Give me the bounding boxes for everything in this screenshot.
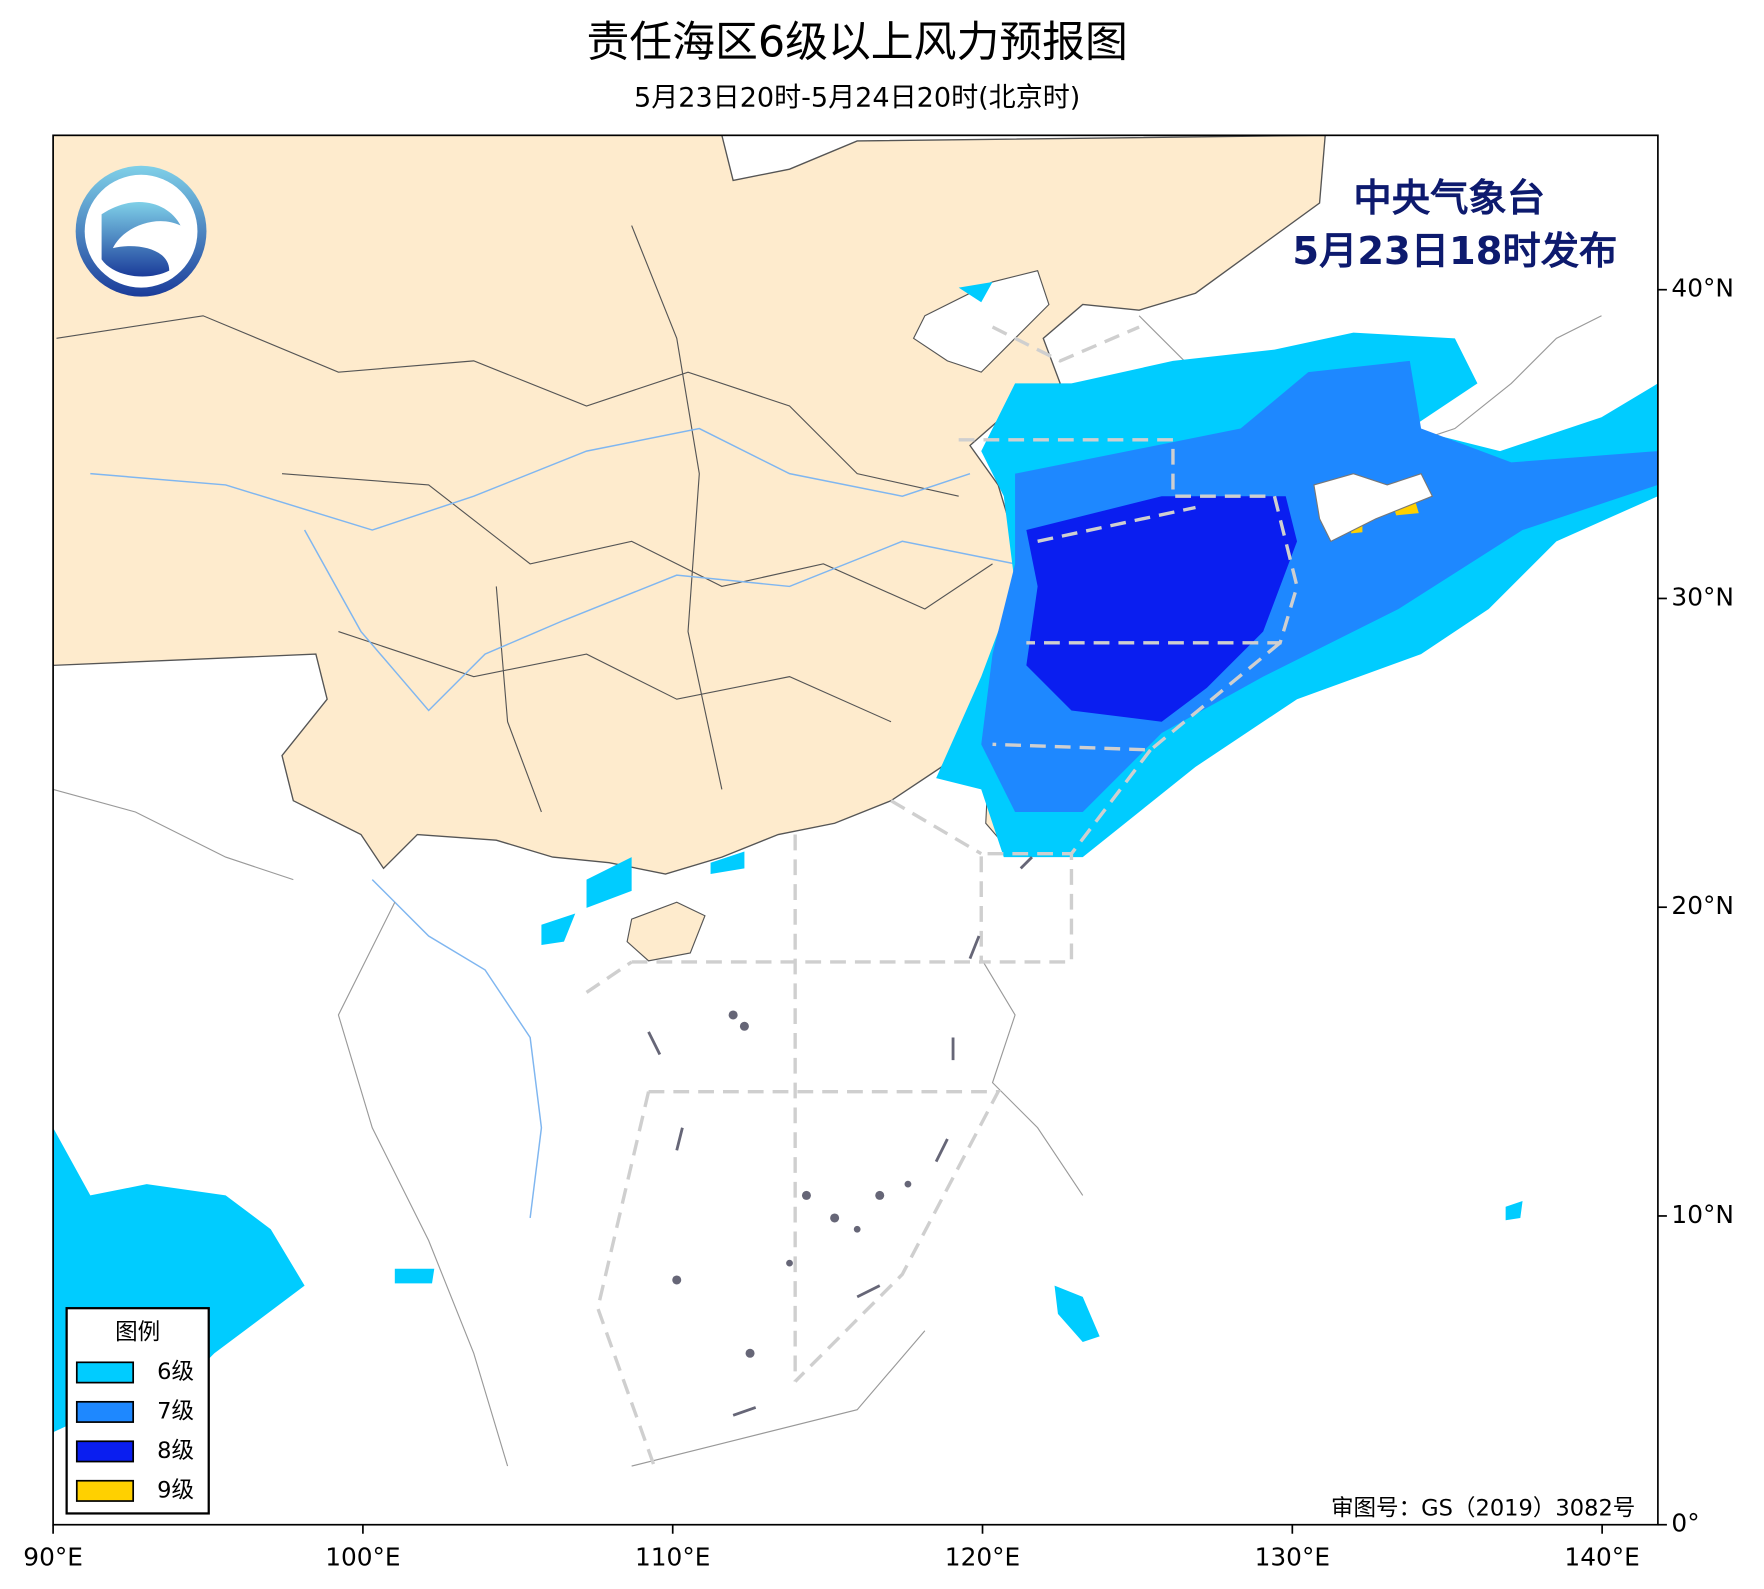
agency: 中央气象台 xyxy=(1353,176,1545,221)
y-tick-label: 20°N xyxy=(1671,891,1734,920)
nine-dash xyxy=(647,856,1033,1417)
x-tick-label: 130°E xyxy=(1255,1543,1330,1572)
legend-swatch xyxy=(75,1479,135,1502)
title: 责任海区6级以上风力预报图 xyxy=(586,18,1127,68)
y-tick-label: 10°N xyxy=(1671,1200,1734,1229)
province-borders xyxy=(56,225,993,813)
subtitle: 5月23日20时-5月24日20时(北京时) xyxy=(634,83,1080,114)
hainan xyxy=(626,901,706,962)
map-frame xyxy=(52,134,1659,1526)
issue-time: 5月23日18时发布 xyxy=(1292,229,1617,274)
legend-label: 8级 xyxy=(157,1438,194,1464)
x-tick-label: 140°E xyxy=(1564,1543,1639,1572)
land-over xyxy=(1313,472,1434,543)
zone-lines xyxy=(585,325,1299,1467)
y-tick-label: 40°N xyxy=(1671,274,1734,303)
legend: 图例 6级 7级 8级 9级 xyxy=(65,1307,210,1515)
x-tick-label: 120°E xyxy=(945,1543,1020,1572)
map-body xyxy=(53,135,1658,1525)
legend-label: 6级 xyxy=(157,1359,194,1385)
islands xyxy=(672,1010,912,1358)
x-tick-label: 110°E xyxy=(635,1543,710,1572)
legend-swatch xyxy=(75,1400,135,1423)
legend-swatch xyxy=(75,1361,135,1384)
legend-swatch xyxy=(75,1440,135,1463)
axes: 90°E 100°E 110°E 120°E 130°E 140°E 0° 10°N 20°N 3… xyxy=(23,274,1734,1572)
legend-title: 图例 xyxy=(115,1320,160,1346)
legend-label: 9级 xyxy=(157,1477,194,1503)
y-tick-label: 0° xyxy=(1671,1509,1699,1538)
wind-9 xyxy=(1351,501,1419,534)
wind-8 xyxy=(1026,496,1298,722)
legend-label: 7级 xyxy=(157,1398,194,1424)
x-tick-label: 100°E xyxy=(325,1543,400,1572)
rivers xyxy=(90,427,1016,1219)
approval-number: 审图号：GS（2019）3082号 xyxy=(1331,1495,1635,1521)
logo xyxy=(75,165,207,297)
x-tick-label: 90°E xyxy=(23,1543,83,1572)
y-tick-label: 30°N xyxy=(1671,582,1734,611)
